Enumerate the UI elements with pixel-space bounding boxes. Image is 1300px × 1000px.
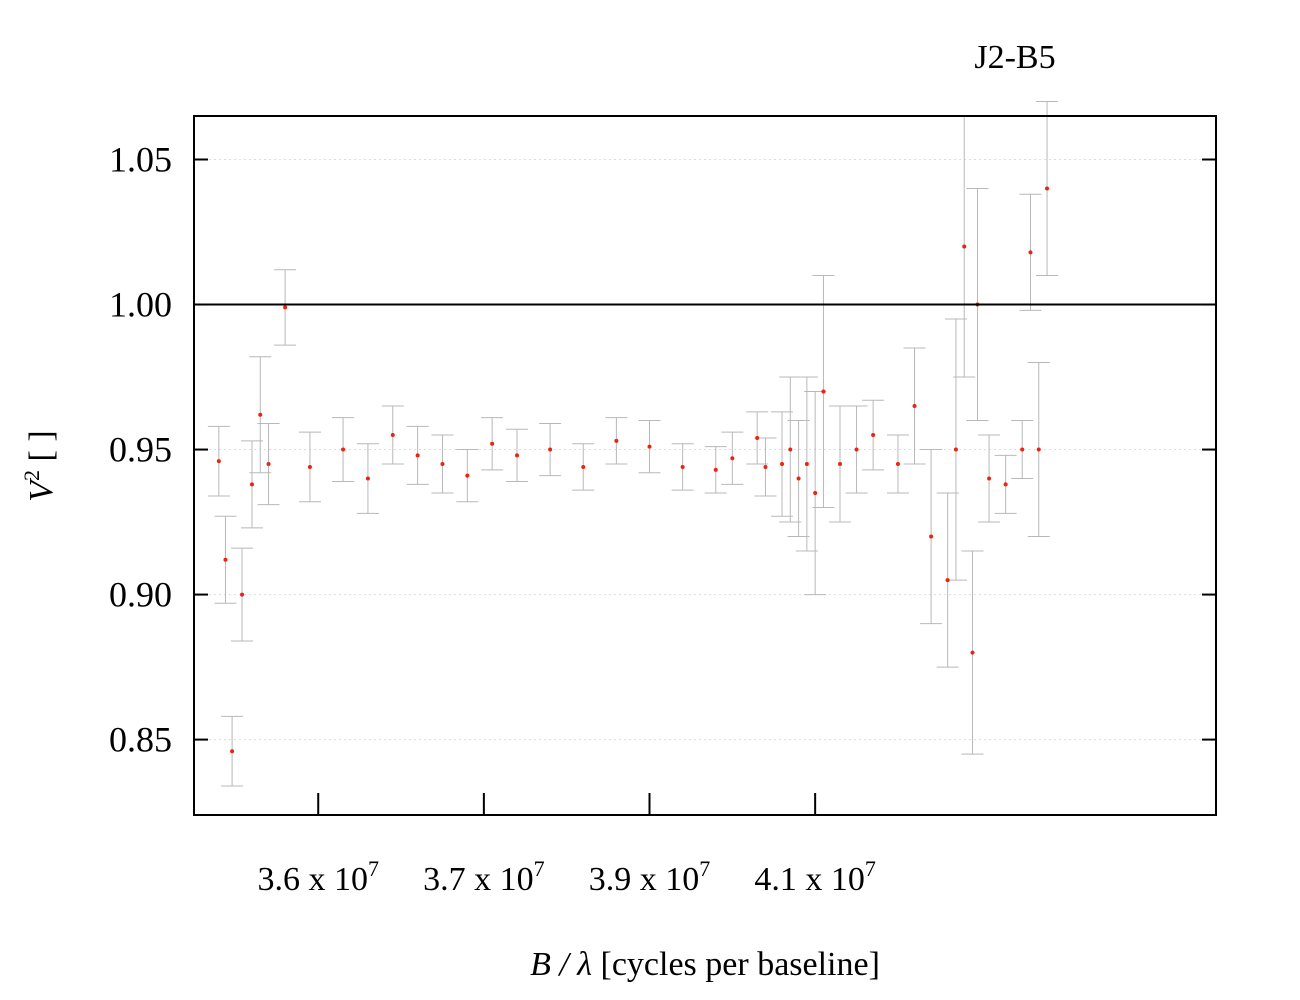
- x-tick-label: 3.6 x 107: [257, 856, 379, 898]
- data-point: [1003, 482, 1008, 487]
- data-point: [987, 476, 992, 481]
- x-tick-label: 3.7 x 107: [423, 856, 545, 898]
- data-point: [713, 467, 718, 472]
- data-point: [1028, 250, 1033, 255]
- data-point: [837, 462, 842, 467]
- x-axis-label: B / λ [cycles per baseline]: [530, 946, 880, 983]
- data-point: [514, 453, 519, 458]
- chart-title: J2-B5: [974, 39, 1055, 76]
- data-point: [490, 441, 495, 446]
- data-point: [216, 459, 221, 464]
- y-axis-ticks: 0.85 0.90 0.95 1.00 1.05: [109, 140, 1216, 760]
- y-tick-label: 1.05: [109, 140, 172, 180]
- y-tick-label: 0.85: [109, 720, 172, 760]
- x-tick-label-mantissa: 4.1 x 10: [754, 861, 865, 898]
- data-point: [283, 305, 288, 310]
- data-point: [581, 464, 586, 469]
- x-tick-label-exponent: 7: [368, 856, 379, 881]
- data-point: [230, 749, 235, 754]
- data-point: [929, 534, 934, 539]
- x-tick-label-mantissa: 3.6 x 10: [257, 861, 368, 898]
- data-point: [680, 464, 685, 469]
- data-point: [895, 462, 900, 467]
- x-tick-label: 4.1 x 107: [754, 856, 876, 898]
- x-tick-label-mantissa: 3.7 x 10: [423, 861, 534, 898]
- data-point: [1045, 186, 1050, 191]
- x-tick-label: 3.9 x 107: [589, 856, 711, 898]
- x-axis-label-variable: B / λ: [530, 946, 592, 983]
- data-points: [216, 186, 1050, 754]
- data-point: [258, 412, 263, 417]
- x-axis-ticks: 3.6 x 107 3.7 x 107 3.9 x 107 4.1 x 107: [257, 793, 876, 898]
- data-point: [365, 476, 370, 481]
- data-point: [415, 453, 420, 458]
- y-tick-label: 0.95: [109, 430, 172, 470]
- data-point: [970, 650, 975, 655]
- data-point: [962, 244, 967, 249]
- data-point: [953, 447, 958, 452]
- x-tick-label-exponent: 7: [699, 856, 710, 881]
- data-point: [390, 433, 395, 438]
- data-point: [647, 444, 652, 449]
- data-point: [465, 473, 470, 478]
- data-point: [871, 433, 876, 438]
- data-point: [548, 447, 553, 452]
- data-point: [854, 447, 859, 452]
- data-point: [223, 557, 228, 562]
- data-point: [1036, 447, 1041, 452]
- data-point: [796, 476, 801, 481]
- data-point: [1020, 447, 1025, 452]
- grid-lines: [194, 159, 1216, 741]
- data-point: [804, 462, 809, 467]
- data-point: [813, 491, 818, 496]
- data-point: [730, 456, 735, 461]
- x-tick-label-mantissa: 3.9 x 10: [589, 861, 700, 898]
- data-point: [755, 435, 760, 440]
- data-point: [440, 462, 445, 467]
- x-axis-label-units: [cycles per baseline]: [592, 946, 880, 983]
- x-tick-label-exponent: 7: [534, 856, 545, 881]
- error-bars: [207, 100, 1059, 787]
- y-tick-label: 1.00: [109, 285, 172, 325]
- data-point: [821, 389, 826, 394]
- y-tick-label: 0.90: [109, 575, 172, 615]
- data-point: [614, 438, 619, 443]
- plot-frame: [193, 115, 1217, 816]
- y-axis-label-units: [ ]: [23, 430, 60, 470]
- data-point: [788, 447, 793, 452]
- data-point: [780, 462, 785, 467]
- data-point: [341, 447, 346, 452]
- data-point: [249, 482, 254, 487]
- y-axis-label: V2 [ ]: [19, 430, 60, 501]
- x-tick-label-exponent: 7: [865, 856, 876, 881]
- data-point: [945, 578, 950, 583]
- data-point: [240, 592, 245, 597]
- data-point: [763, 464, 768, 469]
- data-point: [266, 462, 271, 467]
- data-point: [307, 464, 312, 469]
- y-axis-label-superscript: 2: [19, 470, 44, 481]
- data-point: [912, 404, 917, 409]
